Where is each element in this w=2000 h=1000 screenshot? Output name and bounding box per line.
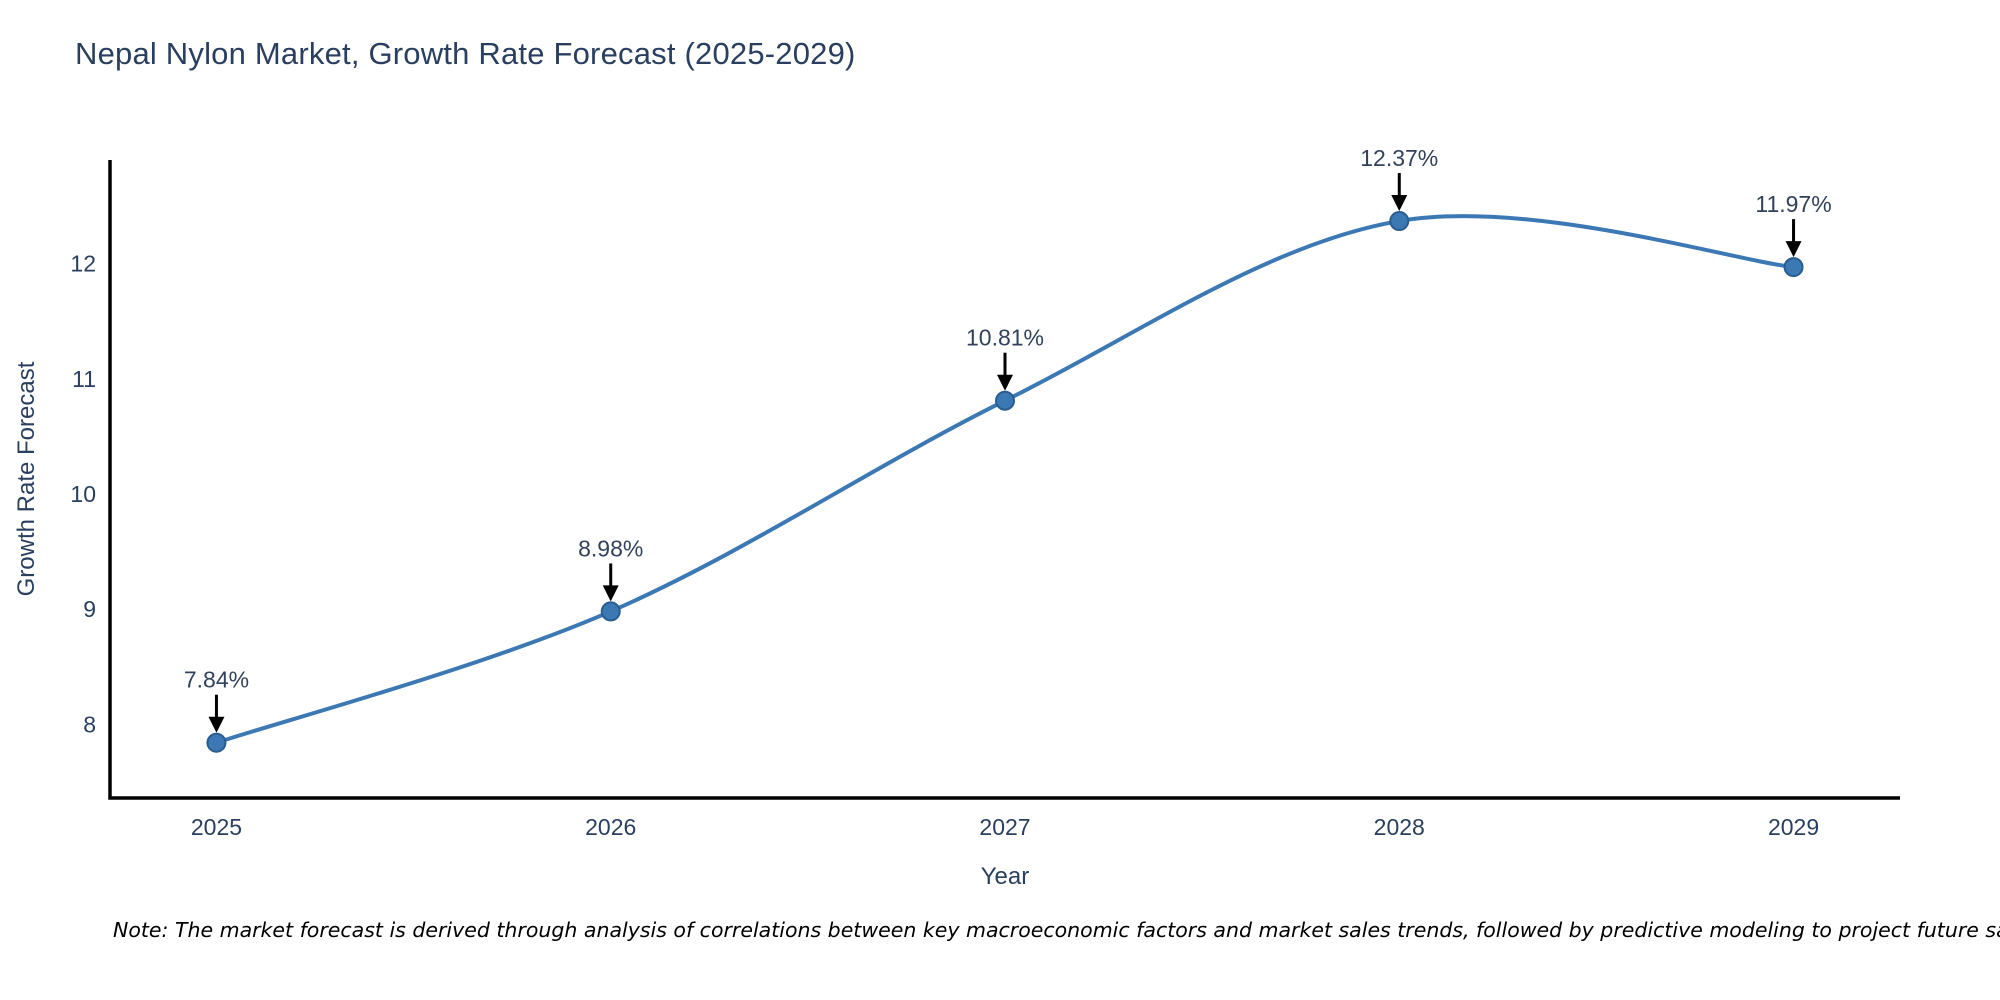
chart-title: Nepal Nylon Market, Growth Rate Forecast… <box>75 36 856 71</box>
axes-layer: 8 9 10 11 12 2025 2026 2027 2028 2029 <box>70 160 1900 840</box>
x-tick-label: 2026 <box>585 814 636 840</box>
y-tick-label: 9 <box>83 596 96 622</box>
y-axis-title: Growth Rate Forecast <box>13 361 40 596</box>
data-point-marker <box>600 601 621 622</box>
annotations-layer: 7.84% 8.98% 10.81% 12.37% 11.97% <box>184 145 1832 733</box>
point-value-label: 7.84% <box>184 667 249 693</box>
x-axis-title: Year <box>981 863 1030 890</box>
data-point-marker <box>206 732 227 753</box>
point-value-label: 8.98% <box>578 535 643 561</box>
x-tick-label: 2029 <box>1768 814 1819 840</box>
point-value-label: 12.37% <box>1360 145 1438 171</box>
annotation-arrow-head <box>602 585 619 602</box>
y-tick-label: 12 <box>70 251 96 277</box>
x-tick-label: 2025 <box>191 814 242 840</box>
annotation-arrow-head <box>208 716 225 733</box>
annotation-arrow-head <box>1785 241 1802 258</box>
footnote: Note: The market forecast is derived thr… <box>113 918 2000 942</box>
annotation-arrow-head <box>1391 195 1408 212</box>
line-series <box>206 211 1804 753</box>
annotation-arrow-head <box>997 374 1013 391</box>
data-point-marker <box>1783 257 1804 278</box>
x-tick-label: 2027 <box>979 814 1030 840</box>
x-tick-label: 2028 <box>1374 814 1425 840</box>
forecast-line <box>214 214 1796 745</box>
y-tick-label: 10 <box>70 481 96 507</box>
y-tick-label: 8 <box>83 711 96 737</box>
y-tick-label: 11 <box>72 366 96 392</box>
data-point-marker <box>995 390 1015 411</box>
point-value-label: 10.81% <box>966 325 1044 351</box>
axis-spine <box>108 160 1900 800</box>
data-point-marker <box>1389 211 1410 232</box>
point-value-label: 11.97% <box>1755 191 1831 217</box>
